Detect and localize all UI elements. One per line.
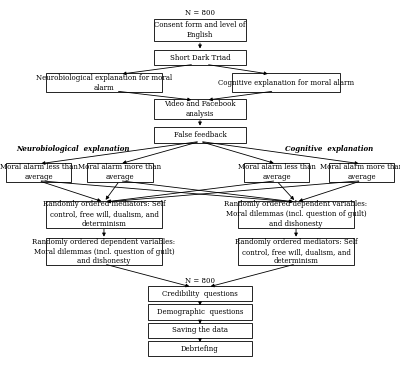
FancyBboxPatch shape: [6, 163, 72, 182]
Text: Randomly ordered dependent variables:
Moral dilemmas (incl. question of guilt)
a: Randomly ordered dependent variables: Mo…: [224, 201, 368, 228]
FancyBboxPatch shape: [46, 238, 162, 265]
Text: Randomly ordered mediators: Self
control, free will, dualism, and
determinism: Randomly ordered mediators: Self control…: [235, 238, 357, 265]
Text: Randomly ordered mediators: Self
control, free will, dualism, and
determinism: Randomly ordered mediators: Self control…: [43, 201, 165, 228]
FancyBboxPatch shape: [238, 238, 354, 265]
Text: Randomly ordered dependent variables:
Moral dilemmas (incl. question of guilt)
a: Randomly ordered dependent variables: Mo…: [32, 238, 176, 265]
Text: Cognitive explanation for moral alarm: Cognitive explanation for moral alarm: [218, 79, 354, 87]
Text: Credibility  questions: Credibility questions: [162, 290, 238, 298]
Text: Cognitive  explanation: Cognitive explanation: [285, 145, 374, 153]
Text: Consent form and level of
English: Consent form and level of English: [154, 22, 246, 39]
FancyBboxPatch shape: [328, 163, 394, 182]
Text: Moral alarm less than
average: Moral alarm less than average: [238, 163, 315, 181]
FancyBboxPatch shape: [154, 127, 246, 142]
Text: N = 800: N = 800: [185, 277, 215, 285]
FancyBboxPatch shape: [46, 73, 162, 92]
Text: Moral alarm more than
average: Moral alarm more than average: [78, 163, 161, 181]
FancyBboxPatch shape: [154, 99, 246, 119]
FancyBboxPatch shape: [232, 73, 340, 92]
FancyBboxPatch shape: [154, 19, 246, 41]
FancyBboxPatch shape: [238, 201, 354, 228]
Text: Saving the data: Saving the data: [172, 326, 228, 334]
FancyBboxPatch shape: [87, 163, 152, 182]
FancyBboxPatch shape: [46, 201, 162, 228]
Text: N = 800: N = 800: [185, 9, 215, 17]
Text: Demographic  questions: Demographic questions: [157, 308, 243, 316]
FancyBboxPatch shape: [148, 305, 252, 320]
Text: Moral alarm more than
average: Moral alarm more than average: [320, 163, 400, 181]
Text: Neurobiological explanation for moral
alarm: Neurobiological explanation for moral al…: [36, 74, 172, 92]
FancyBboxPatch shape: [244, 163, 309, 182]
FancyBboxPatch shape: [148, 323, 252, 338]
Text: Moral alarm less than
average: Moral alarm less than average: [0, 163, 78, 181]
Text: Video and Facebook
analysis: Video and Facebook analysis: [164, 100, 236, 118]
Text: False feedback: False feedback: [174, 131, 226, 139]
FancyBboxPatch shape: [148, 341, 252, 356]
FancyBboxPatch shape: [148, 286, 252, 301]
Text: Debriefing: Debriefing: [181, 345, 219, 352]
Text: Short Dark Triad: Short Dark Triad: [170, 54, 230, 62]
Text: Neurobiological  explanation: Neurobiological explanation: [16, 145, 129, 153]
FancyBboxPatch shape: [154, 50, 246, 66]
